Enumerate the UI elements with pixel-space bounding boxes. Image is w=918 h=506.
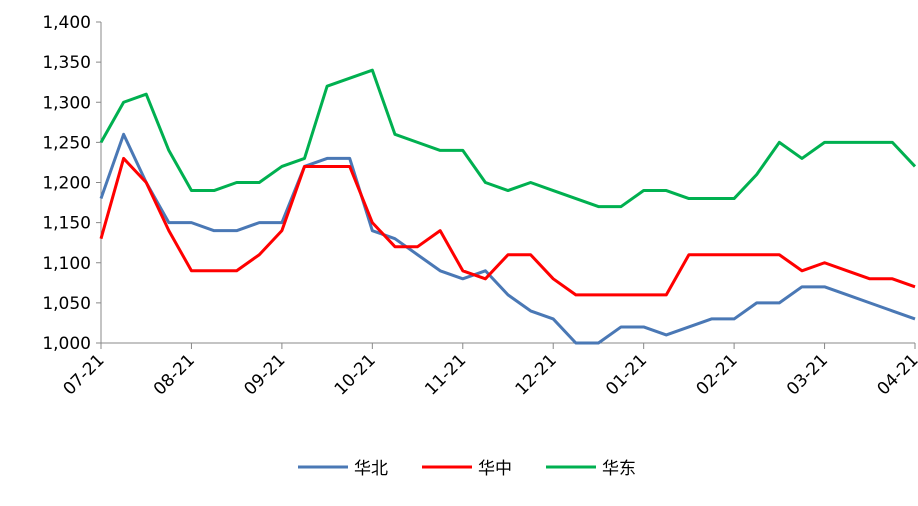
x-tick-label: 11-21 bbox=[421, 350, 470, 399]
legend-label: 华中 bbox=[478, 459, 512, 479]
y-tick-label: 1,350 bbox=[42, 53, 91, 73]
x-tick-label: 10-21 bbox=[331, 350, 380, 399]
legend-label: 华北 bbox=[354, 459, 388, 479]
x-tick-label: 07-21 bbox=[59, 350, 108, 399]
y-tick-label: 1,150 bbox=[42, 214, 91, 234]
y-tick-label: 1,050 bbox=[42, 294, 91, 314]
legend-label: 华东 bbox=[602, 459, 636, 479]
y-tick-label: 1,200 bbox=[42, 174, 91, 194]
x-tick-label: 01-21 bbox=[602, 350, 651, 399]
y-tick-label: 1,300 bbox=[42, 93, 91, 113]
x-tick-label: 03-21 bbox=[783, 350, 832, 399]
y-tick-label: 1,100 bbox=[42, 254, 91, 274]
series-line bbox=[99, 156, 916, 297]
x-tick-label: 08-21 bbox=[150, 350, 199, 399]
x-tick-label: 12-21 bbox=[512, 350, 561, 399]
y-tick-label: 1,250 bbox=[42, 133, 91, 153]
y-tick-label: 1,000 bbox=[42, 334, 91, 354]
x-tick-label: 02-21 bbox=[693, 350, 742, 399]
series-line bbox=[99, 132, 916, 345]
x-tick-label: 04-21 bbox=[873, 350, 918, 399]
x-tick-label: 09-21 bbox=[240, 350, 289, 399]
series-line bbox=[99, 68, 917, 209]
y-tick-label: 1,400 bbox=[42, 13, 91, 33]
